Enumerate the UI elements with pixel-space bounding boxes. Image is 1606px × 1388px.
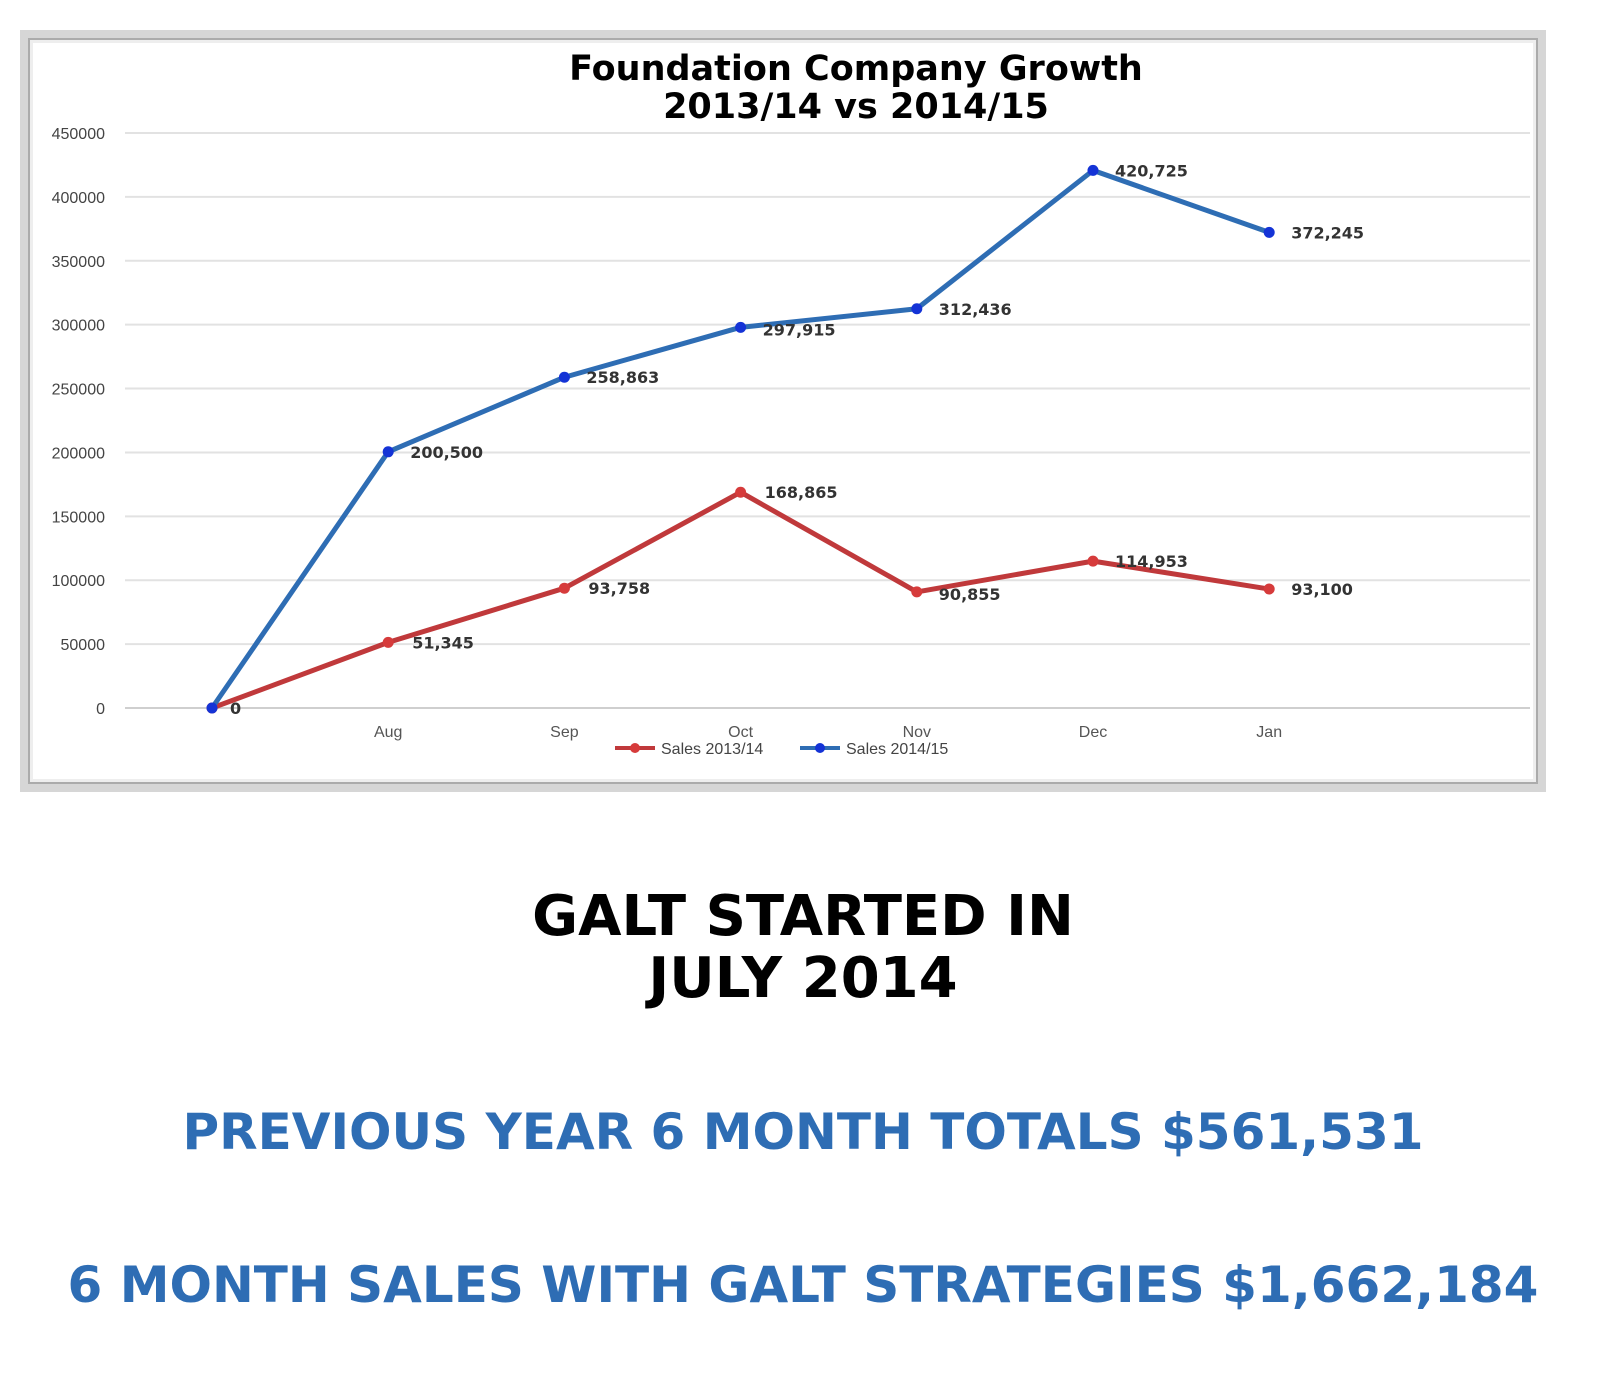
data-point: [382, 636, 394, 648]
data-label: 51,345: [412, 633, 474, 652]
data-point: [558, 371, 570, 383]
data-point: [206, 702, 218, 714]
gridlines: [125, 132, 1530, 709]
legend-item: Sales 2014/15: [800, 741, 948, 758]
galt-sales-total: 6 MONTH SALES WITH GALT STRATEGIES $1,66…: [67, 1256, 1539, 1314]
x-tick-label: Sep: [550, 724, 579, 741]
data-label: 0: [230, 699, 241, 718]
data-label: 200,500: [410, 443, 483, 462]
series-sales-2014-15: 0 200,500 258,863 297,915 312,436 420,725 372,…: [206, 161, 1364, 718]
data-point: [911, 303, 923, 315]
data-point: [1263, 226, 1275, 238]
legend-label: Sales 2014/15: [846, 741, 948, 758]
data-label: 312,436: [939, 300, 1012, 319]
legend-marker: [815, 743, 825, 753]
y-tick-label: 150000: [52, 509, 105, 526]
data-label: 93,758: [588, 579, 650, 598]
data-label: 90,855: [939, 585, 1001, 604]
x-tick-label: Aug: [374, 724, 402, 741]
data-point: [911, 586, 923, 598]
y-tick-label: 250000: [52, 382, 105, 399]
data-point: [558, 582, 570, 594]
y-tick-label: 50000: [61, 637, 106, 654]
chart-frame: [20, 30, 1546, 792]
data-label: 420,725: [1115, 161, 1188, 180]
data-point: [1087, 555, 1099, 567]
galt-start-line-1: GALT STARTED IN: [532, 884, 1074, 949]
chart-subtitle: 2013/14 vs 2014/15: [663, 87, 1049, 127]
y-tick-label: 200000: [52, 445, 105, 462]
x-axis-ticks: Aug Sep Oct Nov Dec Jan: [374, 724, 1282, 741]
legend-label: Sales 2013/14: [661, 741, 763, 758]
galt-start-line-2: JULY 2014: [648, 946, 958, 1011]
series-line: [209, 489, 1272, 711]
y-tick-label: 300000: [52, 318, 105, 335]
data-label: 297,915: [763, 320, 836, 339]
data-point: [382, 446, 394, 458]
y-tick-label: 400000: [52, 190, 105, 207]
series-group: 51,345 93,758 168,865 90,855 114,953 93,100 0 2…: [206, 161, 1364, 718]
data-label: 372,245: [1291, 223, 1364, 242]
data-point: [735, 486, 747, 498]
line-chart: Foundation Company Growth 2013/14 vs 201…: [52, 49, 1530, 758]
y-axis-ticks: 0 50000 100000 150000 200000 250000 300000 3500…: [52, 126, 105, 718]
legend-item: Sales 2013/14: [615, 741, 763, 758]
y-tick-label: 450000: [52, 126, 105, 143]
legend-marker: [630, 743, 640, 753]
x-tick-label: Nov: [903, 724, 931, 741]
series-line: [209, 167, 1272, 711]
data-point: [1263, 583, 1275, 595]
data-label: 114,953: [1115, 552, 1188, 571]
series-sales-2013-14: 51,345 93,758 168,865 90,855 114,953 93,100: [206, 483, 1353, 714]
data-point: [1087, 164, 1099, 176]
legend: Sales 2013/14 Sales 2014/15: [615, 741, 948, 758]
y-tick-label: 0: [96, 701, 105, 718]
chart-title: Foundation Company Growth: [569, 49, 1143, 89]
y-tick-label: 100000: [52, 573, 105, 590]
x-tick-label: Dec: [1079, 724, 1107, 741]
previous-year-total: PREVIOUS YEAR 6 MONTH TOTALS $561,531: [182, 1103, 1424, 1161]
data-point: [735, 321, 747, 333]
x-tick-label: Oct: [728, 724, 753, 741]
galt-start-headline: GALT STARTED IN JULY 2014: [0, 886, 1606, 1010]
data-label: 93,100: [1291, 580, 1353, 599]
data-label: 168,865: [765, 483, 838, 502]
data-label: 258,863: [586, 368, 659, 387]
x-tick-label: Jan: [1256, 724, 1282, 741]
y-tick-label: 350000: [52, 254, 105, 271]
